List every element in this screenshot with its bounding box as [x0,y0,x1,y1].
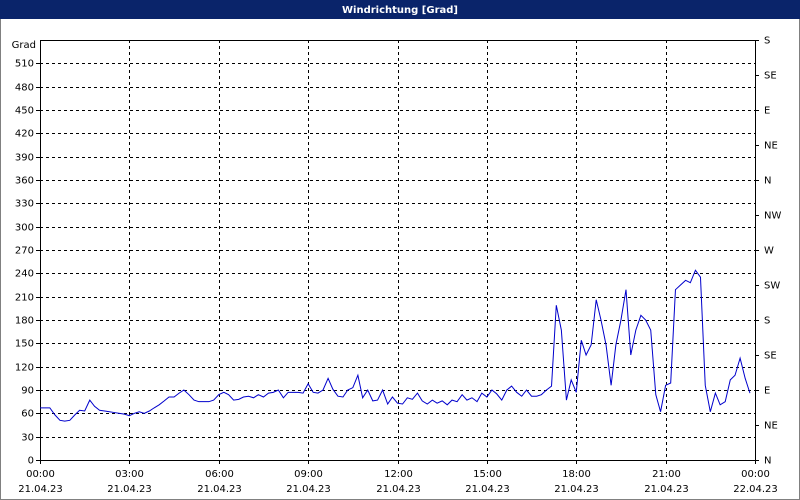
y-tick-label: 210 [15,293,34,304]
title-bar [0,0,800,19]
x-tick-date: 21.04.23 [465,484,510,495]
y-tick-label: 480 [15,83,34,94]
x-tick-label: 09:00 [294,469,323,480]
y2-tick-label: NW [764,211,781,222]
x-tick-date: 21.04.23 [18,484,63,495]
x-tick-date: 21.04.23 [107,484,152,495]
x-tick-label: 21:00 [652,469,681,480]
x-tick-date: 21.04.23 [554,484,599,495]
x-tick-date: 22.04.23 [733,484,778,495]
chart-title: Windrichtung [Grad] [342,5,458,16]
x-tick-label: 12:00 [384,469,413,480]
y2-tick-label: SE [764,71,777,82]
y2-tick-label: S [764,36,770,47]
plot-frame [40,40,756,461]
y-tick-label: 120 [15,363,34,374]
y-tick-label: 180 [15,316,34,327]
y2-tick-label: W [764,246,774,257]
y2-tick-label: E [764,386,770,397]
y-tick-label: 300 [15,223,34,234]
x-tick-date: 21.04.23 [644,484,689,495]
y-tick-label: 0 [28,456,34,467]
y-tick-label: 60 [21,409,34,420]
x-tick-label: 00:00 [741,469,770,480]
y-tick-label: 390 [15,153,34,164]
y-tick-label: 450 [15,106,34,117]
y-tick-label: 510 [15,59,34,70]
x-tick-date: 21.04.23 [286,484,331,495]
y-tick-label: 90 [21,386,34,397]
x-tick-label: 03:00 [115,469,144,480]
x-tick-label: 15:00 [473,469,502,480]
y2-tick-label: NE [764,141,778,152]
x-tick-label: 00:00 [26,469,55,480]
y-tick-label: 150 [15,339,34,350]
y-tick-label: 270 [15,246,34,257]
y2-tick-label: E [764,106,770,117]
data-line [40,269,751,422]
y2-tick-label: NE [764,421,778,432]
x-tick-label: 06:00 [205,469,234,480]
x-tick-date: 21.04.23 [376,484,421,495]
y2-tick-label: SW [764,281,780,292]
y-axis-label: Grad [12,40,36,51]
x-tick-label: 18:00 [562,469,591,480]
y-tick-label: 30 [21,433,34,444]
y2-tick-label: N [764,456,771,467]
x-tick-date: 21.04.23 [197,484,242,495]
y2-tick-label: SE [764,351,777,362]
y-tick-label: 360 [15,176,34,187]
y2-tick-label: N [764,176,771,187]
y-tick-label: 420 [15,129,34,140]
y-tick-label: 330 [15,199,34,210]
y-tick-label: 240 [15,269,34,280]
y2-tick-label: S [764,316,770,327]
